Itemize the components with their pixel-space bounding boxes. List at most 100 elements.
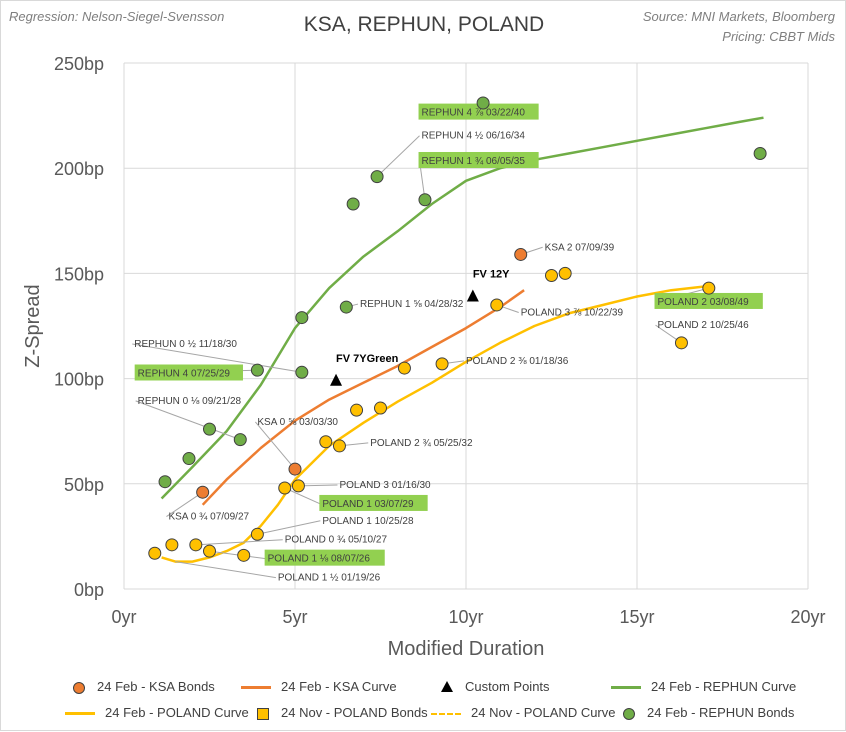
legend-symbol (257, 708, 269, 720)
label-highlight-box (418, 103, 539, 120)
label-leader-line (166, 491, 203, 517)
bond-point (250, 363, 264, 377)
curve-line (160, 116, 764, 500)
bond-label: REPHUN 1 ⅝ 04/28/32 (360, 299, 464, 310)
label-highlight-box (134, 364, 243, 381)
y-axis-title: Z-Spread (22, 284, 44, 367)
y-tick-label: 100bp (54, 370, 104, 390)
bond-label: REPHUN 0 ⅛ 09/21/28 (138, 396, 242, 407)
legend-symbol (65, 712, 95, 715)
bond-point (674, 336, 688, 350)
bond-label: POLAND 1 10/25/28 (322, 516, 414, 527)
bond-point (558, 266, 572, 280)
label-leader-line (284, 487, 321, 505)
legend-label: 24 Nov - POLAND Curve (471, 705, 616, 720)
bond-label: REPHUN 4 ⅞ 03/22/40 (422, 108, 526, 119)
y-tick-label: 150bp (54, 264, 104, 284)
legend-label: 24 Feb - KSA Bonds (97, 679, 215, 694)
bond-label: KSA 2 07/09/39 (545, 242, 615, 253)
bond-label: REPHUN 1 ¾ 06/05/35 (422, 156, 526, 167)
bond-point (339, 300, 353, 314)
curve-line (161, 284, 709, 563)
legend-label: 24 Nov - POLAND Bonds (281, 705, 428, 720)
bond-point (374, 401, 387, 415)
bond-point (346, 197, 360, 211)
bond-label: KSA 0 ¾ 07/09/27 (168, 512, 249, 523)
bond-point (203, 544, 216, 558)
bond-label: POLAND 3 ⅞ 10/22/39 (521, 307, 624, 318)
x-tick-label: 20yr (790, 607, 825, 627)
x-tick-label: 15yr (619, 607, 654, 627)
bond-point (397, 361, 411, 375)
x-tick-label: 10yr (448, 607, 483, 627)
bond-point (350, 403, 364, 417)
y-tick-label: 250bp (54, 54, 104, 74)
bond-label: POLAND 2 03/08/49 (658, 297, 750, 308)
pricing-note: Pricing: CBBT Mids (722, 29, 835, 44)
y-tick-label: 0bp (74, 580, 104, 600)
bond-point (332, 439, 346, 453)
bond-point (295, 311, 309, 325)
legend-symbol (441, 681, 453, 692)
legend-symbol (241, 686, 271, 689)
legend-symbol (611, 686, 641, 689)
bond-point (288, 462, 302, 476)
regression-note: Regression: Nelson-Siegel-Svensson (9, 9, 225, 24)
x-axis-title: Modified Duration (388, 638, 545, 660)
bond-label: POLAND 0 ¾ 05/10/27 (285, 535, 388, 546)
x-tick-label: 0yr (111, 607, 136, 627)
label-leader-line (257, 520, 321, 535)
bond-point (250, 527, 264, 541)
legend-label: 24 Feb - KSA Curve (281, 679, 397, 694)
legend-symbol (431, 713, 461, 715)
legend-symbol (73, 682, 85, 694)
label-highlight-box (654, 292, 763, 309)
bond-point (418, 193, 432, 207)
curve-line (201, 289, 525, 506)
bond-point (295, 365, 309, 379)
bond-label: POLAND 1 ½ 01/19/26 (278, 573, 381, 584)
legend-label: 24 Feb - POLAND Curve (105, 705, 249, 720)
source-note: Source: MNI Markets, Bloomberg (642, 9, 835, 24)
bond-point (158, 475, 172, 489)
bond-point (319, 435, 333, 449)
label-leader-line (254, 421, 296, 470)
bond-point (233, 433, 247, 447)
bond-label: POLAND 2 ⅜ 01/18/36 (466, 356, 569, 367)
bond-point (189, 538, 203, 552)
bond-point (753, 146, 767, 160)
bond-label: REPHUN 4 ½ 06/16/34 (422, 131, 526, 142)
label-leader-line (298, 484, 338, 487)
label-leader-line (175, 561, 276, 579)
y-tick-label: 200bp (54, 159, 104, 179)
bond-point (514, 247, 528, 261)
custom-point-triangle (466, 289, 479, 302)
custom-point-label: FV 12Y (473, 269, 510, 281)
bond-label: REPHUN 4 07/25/29 (138, 368, 231, 379)
legend-label: 24 Feb - REPHUN Bonds (647, 705, 795, 720)
legend: 24 Feb - KSA Bonds 24 Feb - KSA Curve Cust… (1, 673, 846, 729)
bond-point (196, 485, 210, 499)
bond-label: KSA 0 ⅝ 03/03/30 (257, 417, 338, 428)
x-tick-label: 5yr (282, 607, 307, 627)
chart-title: KSA, REPHUN, POLAND (303, 13, 545, 36)
label-highlight-box (264, 549, 385, 566)
bond-label: POLAND 1 ⅛ 08/07/26 (268, 554, 371, 565)
custom-point-triangle (330, 373, 343, 386)
bond-point (370, 170, 384, 184)
bond-point (435, 357, 449, 371)
label-leader-line (376, 135, 420, 177)
bond-label: POLAND 2 ¾ 05/25/32 (370, 438, 473, 449)
bond-point (237, 548, 251, 562)
bond-point (278, 481, 292, 495)
bond-label: POLAND 3 01/16/30 (339, 480, 431, 491)
bond-label: POLAND 1 03/07/29 (322, 499, 414, 510)
bond-point (291, 479, 305, 493)
legend-label: Custom Points (465, 679, 550, 694)
bond-point (702, 281, 716, 295)
legend-symbol (623, 708, 635, 720)
bond-point (182, 452, 196, 466)
label-highlight-box (418, 151, 539, 168)
bond-point (165, 538, 179, 552)
